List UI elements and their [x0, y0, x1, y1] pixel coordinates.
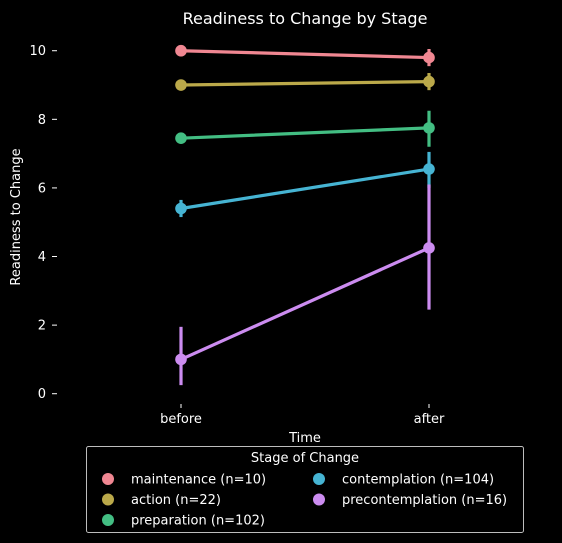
y-tick-label: 6 — [38, 181, 46, 196]
data-point — [423, 242, 435, 254]
legend-item: preparation (n=102) — [102, 514, 265, 529]
legend-item: contemplation (n=104) — [313, 473, 494, 488]
legend-marker — [102, 473, 114, 485]
y-axis-label: Readiness to Change — [9, 148, 24, 285]
legend-label: contemplation (n=104) — [342, 473, 494, 488]
legend-frame — [86, 446, 524, 533]
legend-item: action (n=22) — [102, 493, 221, 508]
axes: 0 2 4 6 8 10 before after — [29, 44, 445, 427]
legend-marker — [313, 493, 325, 506]
data-point — [423, 75, 435, 88]
series-line — [179, 167, 431, 211]
series-line — [179, 126, 431, 140]
data-point — [175, 202, 187, 215]
legend: Stage of Change maintenance (n=10) action… — [86, 446, 524, 533]
y-tick-label: 4 — [38, 250, 46, 265]
series-line — [179, 49, 431, 60]
x-tick-label: before — [160, 412, 202, 427]
series-line — [179, 79, 431, 87]
legend-marker — [313, 473, 325, 485]
legend-marker — [102, 493, 114, 506]
data-point — [423, 122, 435, 134]
series-group — [175, 184, 435, 386]
data-point — [175, 353, 187, 366]
chart-title: Readiness to Change by Stage — [183, 9, 428, 28]
legend-item: precontemplation (n=16) — [313, 493, 507, 508]
data-point — [175, 44, 187, 57]
data-point — [423, 163, 435, 175]
legend-marker — [102, 514, 114, 526]
legend-title: Stage of Change — [251, 451, 359, 466]
series-group — [175, 44, 435, 67]
y-tick-label: 10 — [29, 44, 46, 59]
legend-label: precontemplation (n=16) — [342, 493, 507, 508]
x-axis-label: Time — [288, 431, 321, 446]
y-tick-label: 0 — [38, 387, 46, 402]
legend-label: preparation (n=102) — [131, 514, 265, 529]
y-tick-label: 2 — [38, 319, 46, 334]
series-group — [175, 110, 435, 147]
legend-label: maintenance (n=10) — [131, 473, 266, 488]
series-group — [175, 151, 435, 218]
legend-items: maintenance (n=10) action (n=22) preparati… — [102, 473, 507, 529]
data-point — [423, 51, 435, 64]
series-layer — [175, 44, 435, 386]
x-tick-label: after — [414, 412, 445, 427]
data-point — [175, 79, 187, 91]
legend-label: action (n=22) — [131, 493, 221, 508]
series-line — [179, 246, 431, 362]
data-point — [175, 132, 187, 144]
y-tick-label: 8 — [38, 113, 46, 128]
series-group — [175, 73, 435, 91]
legend-item: maintenance (n=10) — [102, 473, 266, 488]
